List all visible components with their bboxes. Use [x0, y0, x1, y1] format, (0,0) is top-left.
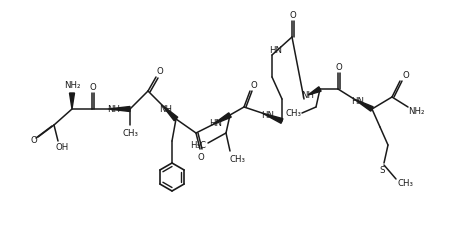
Text: S: S — [379, 166, 385, 175]
Text: O: O — [336, 62, 342, 71]
Text: NH₂: NH₂ — [408, 107, 424, 116]
Text: O: O — [157, 67, 164, 76]
Text: H₃C: H₃C — [190, 141, 206, 150]
Text: CH₃: CH₃ — [230, 155, 246, 164]
Text: O: O — [31, 136, 38, 145]
Polygon shape — [162, 106, 178, 121]
Text: NH: NH — [108, 105, 120, 114]
Polygon shape — [262, 114, 283, 124]
Text: HN: HN — [210, 119, 222, 128]
Text: CH₃: CH₃ — [286, 109, 302, 118]
Text: HN: HN — [261, 111, 274, 120]
Polygon shape — [212, 113, 231, 126]
Text: HN: HN — [269, 45, 282, 54]
Text: NH: NH — [159, 105, 172, 114]
Text: O: O — [290, 10, 297, 20]
Text: O: O — [90, 82, 96, 91]
Polygon shape — [354, 100, 373, 112]
Text: NH₂: NH₂ — [64, 81, 80, 90]
Text: NH: NH — [301, 91, 314, 100]
Polygon shape — [108, 107, 130, 112]
Polygon shape — [70, 94, 75, 109]
Text: O: O — [251, 81, 258, 90]
Text: O: O — [403, 71, 409, 80]
Text: CH₃: CH₃ — [398, 179, 414, 188]
Text: CH₃: CH₃ — [122, 129, 138, 138]
Text: OH: OH — [55, 143, 69, 152]
Polygon shape — [308, 87, 321, 96]
Text: HN: HN — [352, 97, 365, 106]
Text: O: O — [197, 153, 204, 162]
